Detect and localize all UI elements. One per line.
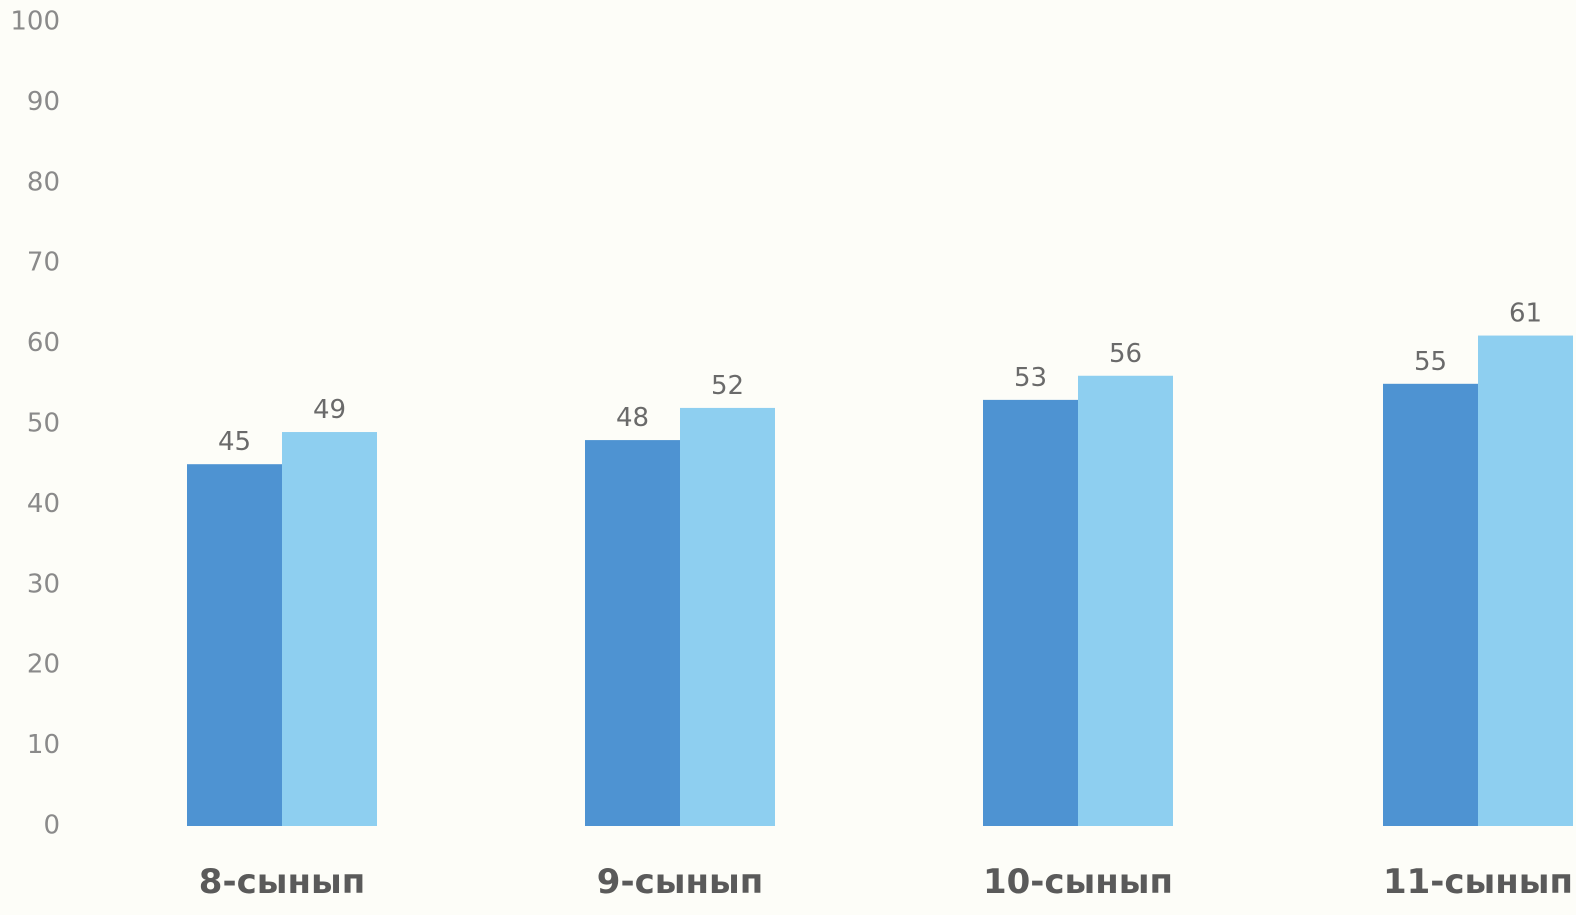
bar bbox=[187, 464, 282, 826]
y-tick-label: 70 bbox=[27, 248, 60, 278]
x-axis: 8-сынып 9-сынып 10-сынып 11-сынып bbox=[199, 862, 1573, 902]
x-category-label: 10-сынып bbox=[983, 862, 1173, 902]
bar bbox=[680, 407, 775, 826]
y-tick-label: 100 bbox=[10, 7, 60, 37]
y-tick-label: 20 bbox=[27, 650, 60, 680]
bars bbox=[187, 335, 1573, 826]
bar-value-label: 49 bbox=[313, 395, 346, 425]
y-tick-label: 60 bbox=[27, 328, 60, 358]
x-category-label: 8-сынып bbox=[199, 862, 365, 902]
bar-value-label: 53 bbox=[1014, 363, 1047, 393]
y-tick-label: 80 bbox=[27, 167, 60, 197]
y-tick-label: 50 bbox=[27, 409, 60, 439]
bar bbox=[1078, 375, 1173, 826]
x-category-label: 11-сынып bbox=[1383, 862, 1573, 902]
bar-value-label: 61 bbox=[1509, 299, 1542, 329]
bar-value-label: 56 bbox=[1109, 339, 1142, 369]
bar-value-label: 45 bbox=[218, 427, 251, 457]
y-tick-label: 30 bbox=[27, 569, 60, 599]
y-tick-label: 0 bbox=[43, 811, 60, 841]
bar-value-label: 48 bbox=[616, 403, 649, 433]
bar bbox=[1383, 383, 1478, 826]
y-tick-label: 90 bbox=[27, 87, 60, 117]
y-tick-label: 10 bbox=[27, 730, 60, 760]
bar-value-label: 55 bbox=[1414, 347, 1447, 377]
bar bbox=[585, 440, 680, 826]
y-tick-label: 40 bbox=[27, 489, 60, 519]
bar bbox=[1478, 335, 1573, 826]
value-labels: 45 49 48 52 53 56 55 61 bbox=[218, 299, 1542, 458]
y-axis: 0 10 20 30 40 50 60 70 80 90 100 bbox=[10, 7, 60, 841]
bar bbox=[282, 432, 377, 826]
bar bbox=[983, 399, 1078, 826]
bar-value-label: 52 bbox=[711, 371, 744, 401]
x-category-label: 9-сынып bbox=[597, 862, 763, 902]
